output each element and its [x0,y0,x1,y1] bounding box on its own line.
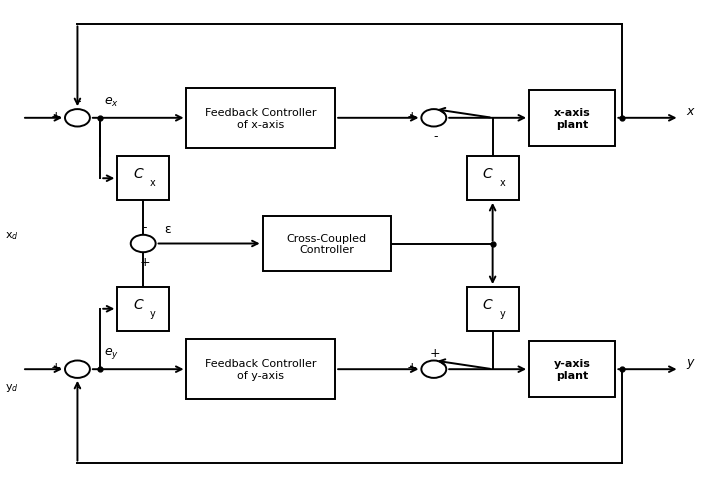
Text: -: - [77,95,81,108]
Text: C: C [483,167,493,181]
FancyBboxPatch shape [117,157,169,201]
Text: x: x [499,178,505,188]
Text: +: + [406,361,417,373]
Text: Cross-Coupled
Controller: Cross-Coupled Controller [287,233,367,255]
Text: -: - [433,130,437,142]
Text: y: y [150,308,156,318]
Circle shape [421,361,446,378]
Text: C: C [134,167,143,181]
Text: Feedback Controller
of x-axis: Feedback Controller of x-axis [205,108,316,129]
Text: x: x [686,105,694,118]
Circle shape [65,110,90,127]
Text: x$_d$: x$_d$ [5,230,18,242]
Text: ε: ε [164,223,171,235]
Text: y$_d$: y$_d$ [5,382,18,393]
Text: +: + [139,255,150,268]
Text: y: y [499,308,505,318]
Text: -: - [142,221,147,233]
Circle shape [65,361,90,378]
FancyBboxPatch shape [262,216,391,272]
FancyBboxPatch shape [529,342,615,397]
Circle shape [421,110,446,127]
FancyBboxPatch shape [529,91,615,146]
Text: x-axis
plant: x-axis plant [554,108,591,129]
Text: y-axis
plant: y-axis plant [554,359,591,380]
FancyBboxPatch shape [467,287,519,331]
Text: $e_y$: $e_y$ [104,345,119,360]
Text: -: - [77,381,81,393]
Text: +: + [406,110,417,122]
Text: Feedback Controller
of y-axis: Feedback Controller of y-axis [205,359,316,380]
Text: C: C [134,297,143,311]
Text: C: C [483,297,493,311]
FancyBboxPatch shape [186,88,335,149]
Text: +: + [50,361,61,373]
FancyBboxPatch shape [117,287,169,331]
Text: x: x [150,178,156,188]
Text: +: + [50,110,61,122]
Circle shape [131,235,155,253]
FancyBboxPatch shape [186,339,335,400]
FancyBboxPatch shape [467,157,519,201]
Text: y: y [686,356,694,369]
Text: $e_x$: $e_x$ [104,96,119,109]
Text: +: + [430,346,441,359]
